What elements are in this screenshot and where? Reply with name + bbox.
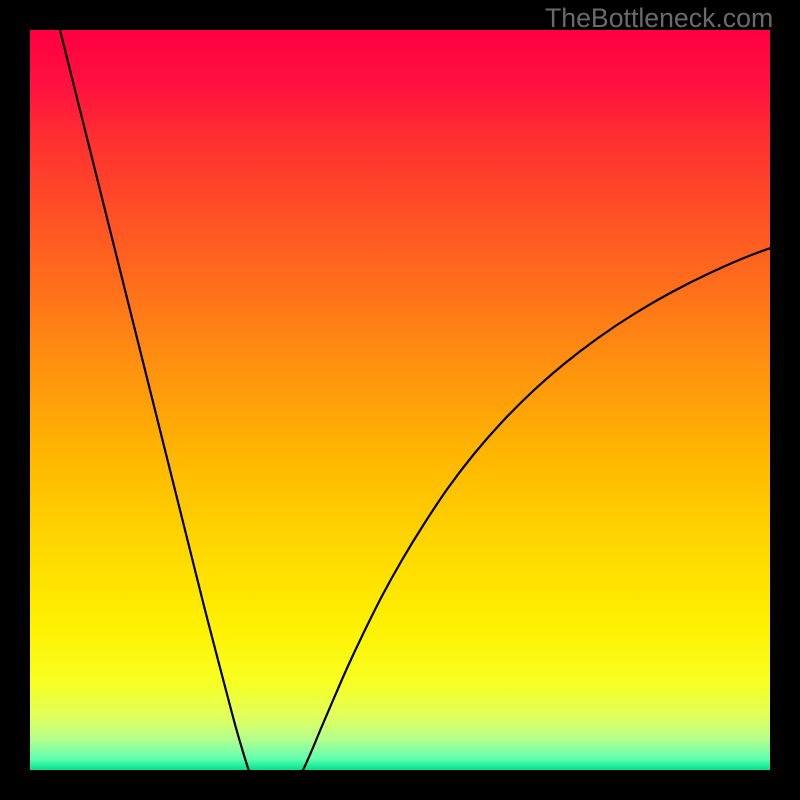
chart-container: TheBottleneck.com — [0, 0, 800, 800]
plot-frame — [0, 0, 800, 800]
watermark-text: TheBottleneck.com — [545, 3, 773, 34]
